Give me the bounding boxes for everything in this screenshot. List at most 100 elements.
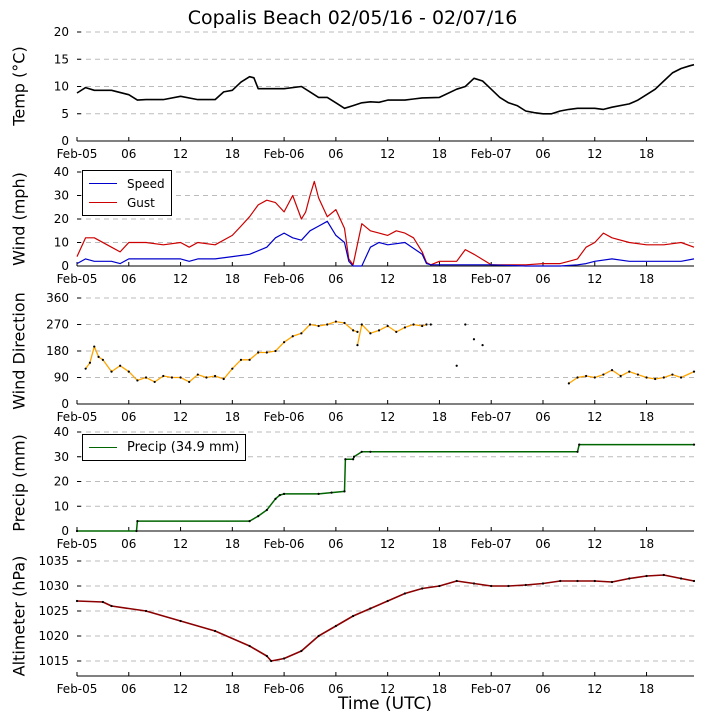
direction-point [692, 370, 696, 373]
direction-point [222, 377, 225, 381]
temp-x-tick-label: 12 [587, 147, 602, 161]
direction-point [395, 330, 398, 333]
direction-point [662, 376, 665, 379]
altimeter-point [593, 579, 596, 583]
altimeter-point [334, 624, 337, 628]
precip-y-tick-label: 30 [54, 450, 69, 464]
direction-point [257, 351, 260, 354]
direction-point [352, 329, 355, 332]
altimeter-x-tick-label: 06 [535, 682, 550, 696]
altimeter-point [144, 609, 148, 613]
altimeter-x-tick-label: 12 [587, 682, 602, 696]
direction-point [153, 380, 156, 384]
direction-x-tick-label: 06 [535, 410, 550, 424]
speed-series-line [76, 220, 695, 267]
legend-label-speed: Speed [127, 176, 165, 191]
precip-point [248, 520, 251, 523]
temp-x-tick-label: 12 [173, 147, 188, 161]
precip-panel: 0 10 20 30 40 Feb-05 06 12 18 Feb-06 06 12 18 Feb-07 0… [54, 425, 696, 551]
direction-point [377, 329, 381, 332]
direction-point [326, 323, 329, 326]
precip-point [576, 450, 579, 453]
altimeter-point [438, 584, 441, 588]
direction-point [455, 364, 458, 367]
altimeter-point [541, 582, 545, 585]
direction-y-tick-label: 180 [46, 344, 69, 358]
direction-x-tick-label: 12 [173, 410, 188, 424]
wind-x-tick-label: 12 [173, 272, 188, 286]
precip-point [352, 458, 355, 461]
direction-x-tick-label: 18 [225, 410, 240, 424]
precip-point [343, 490, 346, 493]
precip-point [135, 529, 138, 533]
altimeter-y-tick-label: 1035 [38, 554, 69, 568]
direction-point [283, 341, 286, 344]
precip-y-tick-label: 10 [54, 499, 69, 513]
altimeter-x-tick-label: Feb-07 [471, 682, 512, 696]
temp-y-tick-label: 0 [61, 134, 69, 148]
legend-label-precip: Precip (34.9 mm) [127, 440, 240, 455]
altimeter-x-tick-label: 18 [432, 682, 447, 696]
precip-point [257, 515, 260, 518]
legend-item-gust: Gust [89, 193, 165, 212]
precip-point [692, 443, 696, 446]
direction-y-tick-label: 360 [46, 291, 69, 305]
altimeter-point [101, 600, 104, 604]
wind-y-tick-label: 10 [54, 236, 69, 250]
precip-y-tick-label: 40 [54, 425, 69, 439]
altimeter-point [576, 579, 579, 583]
precip-x-tick-label: 18 [225, 537, 240, 551]
altimeter-point [248, 644, 251, 648]
direction-point [196, 373, 199, 376]
temp-series-line [76, 63, 695, 115]
direction-point [386, 324, 389, 328]
temp-panel: 0 5 10 15 20 Feb-05 06 12 18 Feb-06 06 12 18 Feb-07 06… [54, 25, 695, 161]
direction-series-line [356, 323, 427, 346]
precip-x-tick-label: Feb-07 [471, 537, 512, 551]
altimeter-x-tick-label: Feb-05 [57, 682, 98, 696]
precip-x-tick-label: Feb-05 [57, 537, 98, 551]
direction-point [162, 374, 165, 378]
direction-point [429, 323, 432, 326]
altimeter-point [662, 573, 665, 577]
direction-y-tick-label: 270 [46, 318, 69, 332]
altimeter-point [317, 634, 320, 638]
direction-point [119, 364, 122, 367]
altimeter-point [179, 619, 182, 623]
direction-point [205, 376, 208, 379]
precip-point [330, 491, 333, 494]
temp-x-tick-label: Feb-07 [471, 147, 512, 161]
legend-swatch-speed [89, 183, 117, 184]
direction-point [127, 370, 130, 373]
direction-point [403, 326, 407, 329]
direction-x-tick-label: 06 [121, 410, 136, 424]
precip-y-tick-label: 20 [54, 475, 69, 489]
altimeter-point [369, 607, 372, 610]
precip-series-line [77, 443, 694, 532]
temp-y-tick-label: 20 [54, 25, 69, 39]
altimeter-point [403, 592, 407, 595]
direction-point [248, 358, 251, 361]
wind-x-tick-label: Feb-07 [471, 272, 512, 286]
wind-panel: 0 10 20 30 40 Feb-05 06 12 18 Feb-06 06 12 18 Feb-07 0… [54, 165, 695, 286]
direction-point [645, 376, 648, 379]
direction-point [88, 361, 92, 364]
altimeter-point [692, 579, 696, 583]
altimeter-x-tick-label: 18 [225, 682, 240, 696]
altimeter-point [213, 629, 217, 633]
direction-y-axis-label: Wind Direction [9, 292, 29, 410]
temp-y-tick-label: 5 [61, 107, 69, 121]
temp-y-tick-label: 10 [54, 80, 69, 94]
direction-point [84, 367, 87, 370]
precip-point [283, 492, 286, 495]
direction-x-tick-label: Feb-06 [264, 410, 305, 424]
precip-x-tick-label: 18 [639, 537, 654, 551]
direction-point [291, 335, 294, 338]
altimeter-point [679, 577, 683, 580]
temp-y-axis-label: Temp (°C) [9, 46, 29, 126]
precip-point [317, 492, 320, 495]
wind-y-axis-label: Wind (mph) [9, 172, 29, 266]
wind-y-tick-label: 40 [54, 165, 69, 179]
direction-point [602, 373, 605, 376]
wind-x-tick-label: 12 [587, 272, 602, 286]
